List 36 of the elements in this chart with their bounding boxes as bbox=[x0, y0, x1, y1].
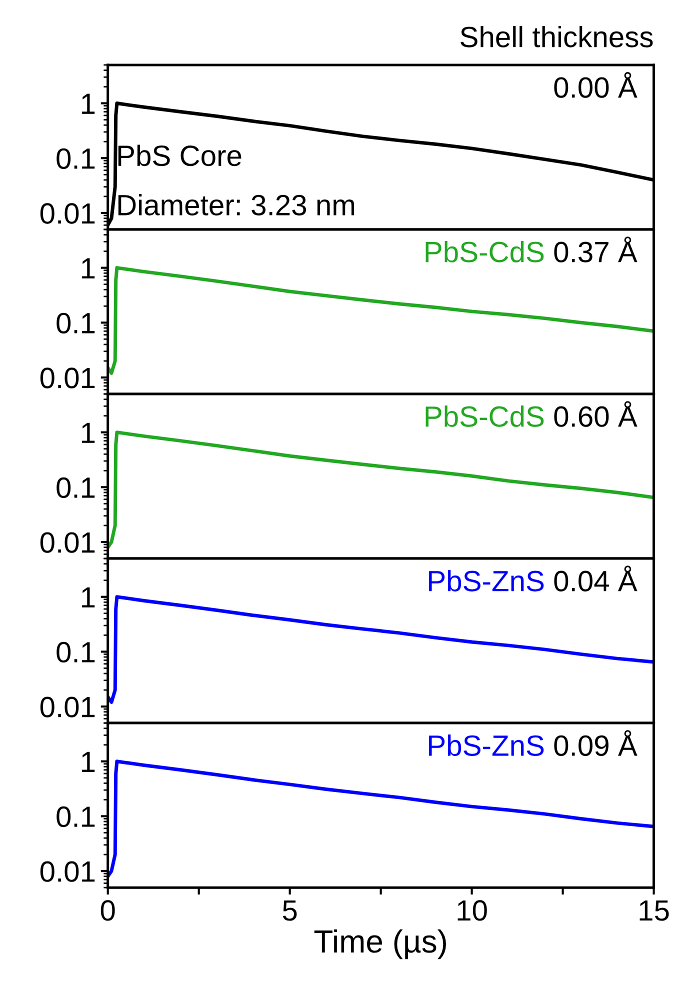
x-tick-label: 5 bbox=[282, 900, 297, 921]
x-tick-label: 0 bbox=[100, 900, 115, 921]
annotation: 0.00 Å bbox=[554, 72, 638, 98]
y-tick-label: 1 bbox=[82, 752, 95, 772]
annotation: 0.04 Å bbox=[554, 566, 638, 592]
annotation: Diameter: 3.23 nm bbox=[118, 194, 354, 216]
series-label: PbS-CdS bbox=[426, 240, 544, 262]
y-tick-label: 0.1 bbox=[56, 148, 95, 169]
annotation: 0.09 Å bbox=[554, 730, 638, 756]
y-tick-label: 1 bbox=[82, 258, 95, 278]
line-series bbox=[108, 430, 654, 550]
series-label: PbS-ZnS bbox=[429, 570, 544, 592]
x-tick-label: 10 bbox=[458, 900, 487, 921]
annotation: 0.37 Å bbox=[554, 236, 638, 262]
y-tick-label: 0.01 bbox=[40, 696, 95, 718]
y-tick-label: 0.01 bbox=[40, 368, 95, 388]
annotation: 0.60 Å bbox=[554, 401, 638, 427]
line-series bbox=[108, 595, 654, 704]
y-tick-label: 0.1 bbox=[56, 312, 95, 334]
y-tick-label: 1 bbox=[82, 587, 95, 608]
series-label: PbS-ZnS bbox=[429, 734, 544, 756]
y-tick-label: 0.01 bbox=[40, 532, 95, 553]
x-tick-label: 15 bbox=[640, 900, 669, 921]
y-tick-label: 0.01 bbox=[40, 203, 95, 224]
y-tick-label: 1 bbox=[82, 422, 95, 443]
y-tick-label: 0.1 bbox=[56, 642, 95, 663]
x-axis-title: Time (µs) bbox=[314, 929, 446, 960]
line-series bbox=[108, 266, 654, 375]
line-series bbox=[108, 760, 654, 878]
series-label: PbS-CdS bbox=[426, 406, 544, 427]
chart-title: Shell thickness bbox=[460, 26, 653, 48]
y-tick-label: 0.1 bbox=[56, 806, 95, 828]
y-tick-label: 1 bbox=[82, 94, 95, 114]
y-tick-label: 0.01 bbox=[40, 861, 95, 882]
y-tick-label: 0.1 bbox=[56, 477, 95, 498]
annotation: PbS Core bbox=[118, 144, 242, 166]
